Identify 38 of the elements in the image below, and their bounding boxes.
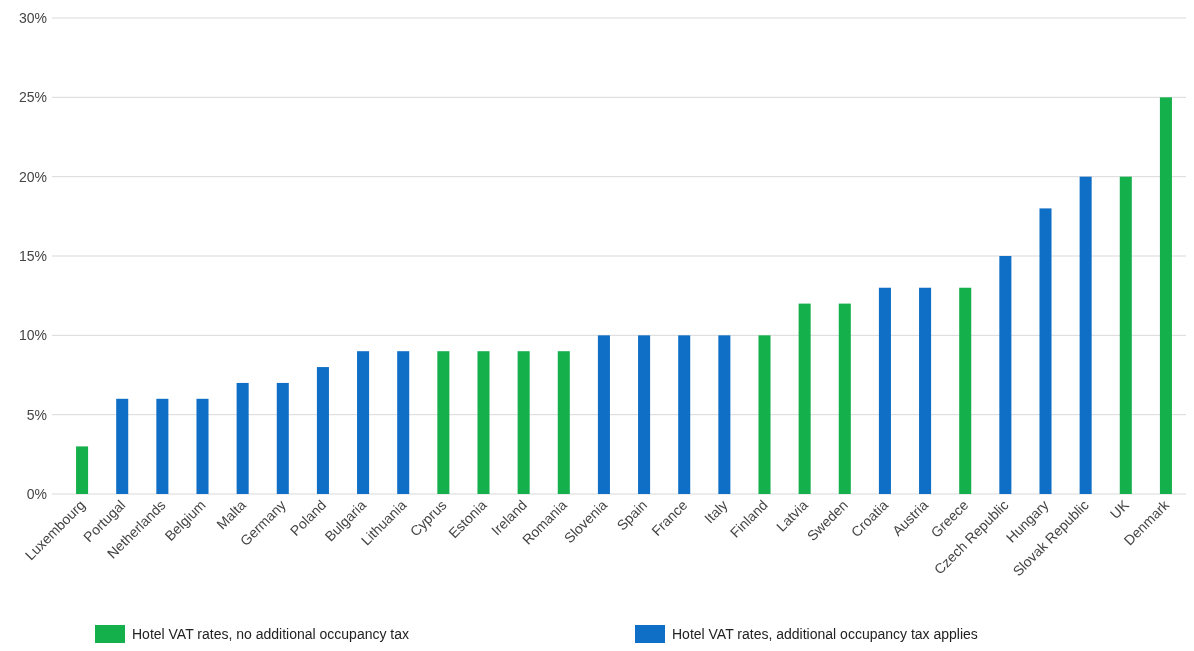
bar — [316, 367, 329, 494]
bar — [1119, 176, 1132, 494]
bar — [1039, 208, 1052, 494]
bar — [76, 446, 89, 494]
bar — [678, 335, 691, 494]
legend-label: Hotel VAT rates, no additional occupancy tax — [132, 626, 410, 642]
bar — [1079, 176, 1092, 494]
bar — [357, 351, 370, 494]
legend-label: Hotel VAT rates, additional occupancy tax applies — [672, 626, 978, 642]
bar — [196, 398, 209, 494]
bar — [437, 351, 450, 494]
y-tick-label: 30% — [18, 9, 47, 26]
y-tick-label: 20% — [18, 168, 47, 185]
bar — [557, 351, 570, 494]
bar — [919, 287, 932, 494]
y-tick-label: 10% — [18, 327, 47, 344]
y-tick-label: 0% — [26, 485, 47, 502]
bar — [838, 303, 851, 494]
bar — [718, 335, 731, 494]
bar — [517, 351, 530, 494]
bar — [116, 398, 129, 494]
y-tick-label: 5% — [26, 406, 47, 423]
x-tick-label: Italy — [701, 496, 731, 527]
bar — [477, 351, 490, 494]
bar — [276, 382, 289, 494]
bar — [999, 256, 1012, 494]
bar — [1159, 97, 1172, 494]
bar — [597, 335, 610, 494]
bar — [798, 303, 811, 494]
bar — [397, 351, 410, 494]
y-tick-label: 25% — [18, 89, 47, 106]
bar — [156, 398, 169, 494]
bar — [236, 382, 249, 494]
bar — [638, 335, 651, 494]
bar — [878, 287, 891, 494]
bar — [758, 335, 771, 494]
y-tick-label: 15% — [18, 247, 47, 264]
bar — [959, 287, 972, 494]
